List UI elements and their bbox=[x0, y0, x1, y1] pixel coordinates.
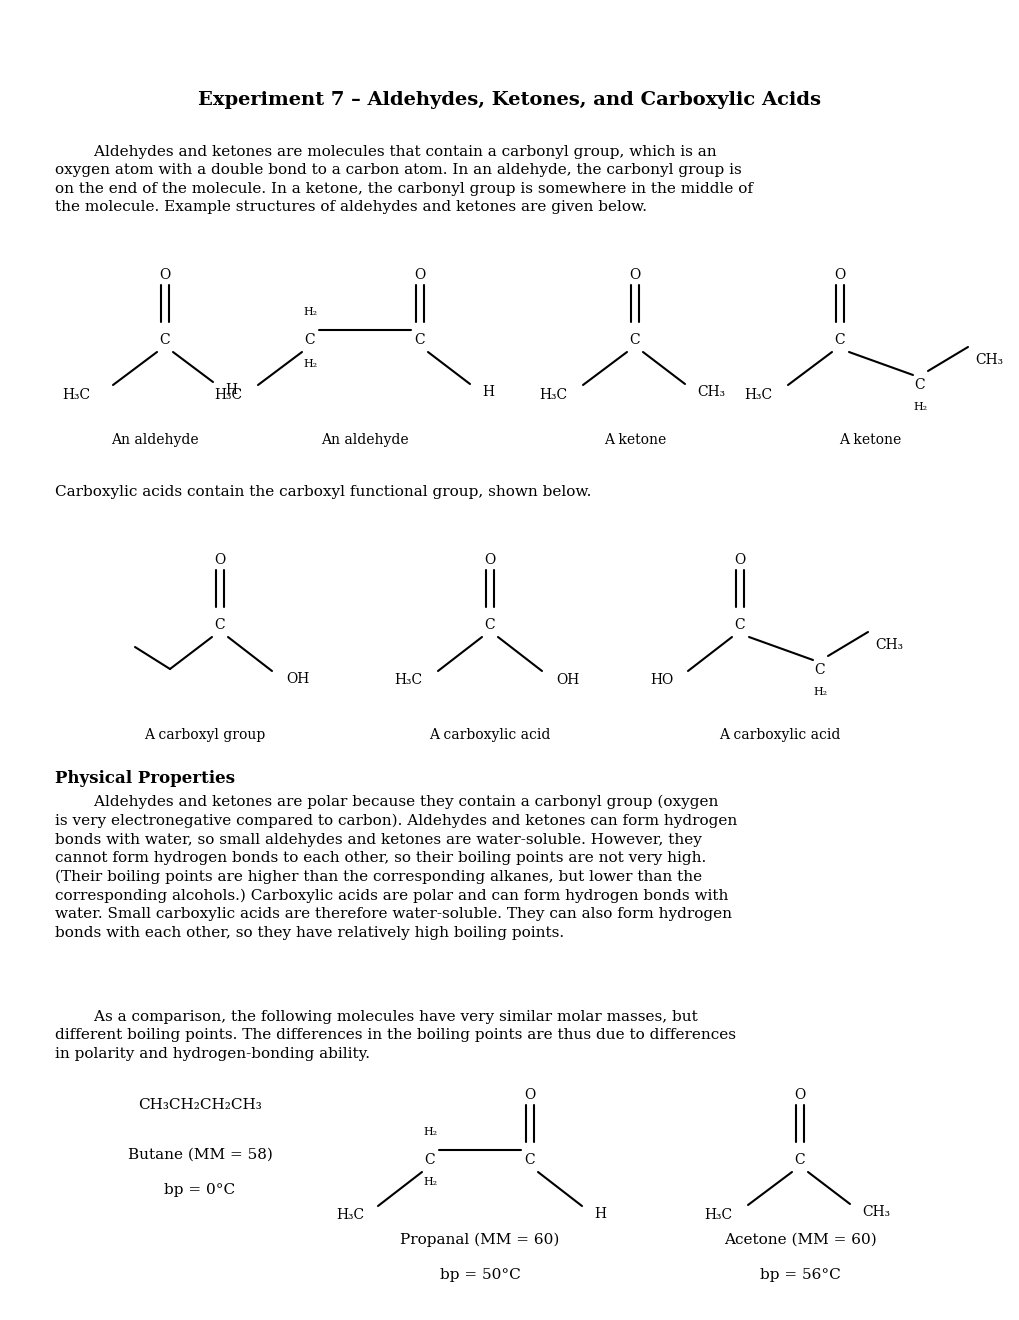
Text: H: H bbox=[225, 383, 236, 397]
Text: CH₃: CH₃ bbox=[874, 638, 902, 652]
Text: OH: OH bbox=[285, 672, 309, 686]
Text: A carboxyl group: A carboxyl group bbox=[145, 729, 265, 742]
Text: H₃C: H₃C bbox=[335, 1208, 364, 1222]
Text: O: O bbox=[414, 268, 425, 282]
Text: CH₃: CH₃ bbox=[696, 385, 725, 399]
Text: H₂: H₂ bbox=[303, 308, 317, 317]
Text: bp = 56°C: bp = 56°C bbox=[759, 1269, 840, 1282]
Text: Butane (MM = 58): Butane (MM = 58) bbox=[127, 1148, 272, 1162]
Text: CH₃: CH₃ bbox=[861, 1205, 890, 1218]
Text: H: H bbox=[593, 1206, 605, 1221]
Text: As a comparison, the following molecules have very similar molar masses, but
dif: As a comparison, the following molecules… bbox=[55, 1010, 736, 1061]
Text: HO: HO bbox=[650, 673, 674, 686]
Text: O: O bbox=[214, 553, 225, 568]
Text: OH: OH bbox=[555, 673, 579, 686]
Text: C: C bbox=[814, 663, 824, 677]
Text: O: O bbox=[629, 268, 640, 282]
Text: H₃C: H₃C bbox=[62, 388, 90, 403]
Text: H₂: H₂ bbox=[912, 403, 926, 412]
Text: C: C bbox=[160, 333, 170, 347]
Text: H₃C: H₃C bbox=[214, 388, 242, 403]
Text: A carboxylic acid: A carboxylic acid bbox=[429, 729, 550, 742]
Text: O: O bbox=[524, 1088, 535, 1102]
Text: CH₃CH₂CH₂CH₃: CH₃CH₂CH₂CH₃ bbox=[138, 1098, 262, 1111]
Text: A carboxylic acid: A carboxylic acid bbox=[718, 729, 840, 742]
Text: C: C bbox=[424, 1152, 435, 1167]
Text: C: C bbox=[734, 618, 745, 632]
Text: C: C bbox=[524, 1152, 535, 1167]
Text: bp = 0°C: bp = 0°C bbox=[164, 1183, 235, 1197]
Text: Propanal (MM = 60): Propanal (MM = 60) bbox=[399, 1233, 559, 1247]
Text: O: O bbox=[834, 268, 845, 282]
Text: C: C bbox=[629, 333, 640, 347]
Text: H₃C: H₃C bbox=[538, 388, 567, 403]
Text: Aldehydes and ketones are polar because they contain a carbonyl group (oxygen
is: Aldehydes and ketones are polar because … bbox=[55, 795, 737, 940]
Text: C: C bbox=[834, 333, 845, 347]
Text: C: C bbox=[794, 1152, 805, 1167]
Text: Experiment 7 – Aldehydes, Ketones, and Carboxylic Acids: Experiment 7 – Aldehydes, Ketones, and C… bbox=[199, 91, 820, 110]
Text: C: C bbox=[914, 378, 924, 392]
Text: O: O bbox=[734, 553, 745, 568]
Text: H₂: H₂ bbox=[423, 1127, 436, 1137]
Text: H₃C: H₃C bbox=[703, 1208, 732, 1222]
Text: H₂: H₂ bbox=[303, 359, 317, 370]
Text: C: C bbox=[415, 333, 425, 347]
Text: A ketone: A ketone bbox=[838, 433, 900, 447]
Text: Physical Properties: Physical Properties bbox=[55, 770, 234, 787]
Text: Aldehydes and ketones are molecules that contain a carbonyl group, which is an
o: Aldehydes and ketones are molecules that… bbox=[55, 145, 752, 214]
Text: H₂: H₂ bbox=[423, 1177, 436, 1187]
Text: H₃C: H₃C bbox=[393, 673, 422, 686]
Text: C: C bbox=[305, 333, 315, 347]
Text: H₃C: H₃C bbox=[743, 388, 771, 403]
Text: C: C bbox=[214, 618, 225, 632]
Text: Carboxylic acids contain the carboxyl functional group, shown below.: Carboxylic acids contain the carboxyl fu… bbox=[55, 484, 591, 499]
Text: O: O bbox=[484, 553, 495, 568]
Text: An aldehyde: An aldehyde bbox=[111, 433, 199, 447]
Text: Acetone (MM = 60): Acetone (MM = 60) bbox=[722, 1233, 875, 1247]
Text: A ketone: A ketone bbox=[603, 433, 665, 447]
Text: CH₃: CH₃ bbox=[974, 352, 1002, 367]
Text: bp = 50°C: bp = 50°C bbox=[439, 1269, 520, 1282]
Text: H: H bbox=[482, 385, 493, 399]
Text: O: O bbox=[794, 1088, 805, 1102]
Text: C: C bbox=[484, 618, 495, 632]
Text: H₂: H₂ bbox=[812, 686, 826, 697]
Text: O: O bbox=[159, 268, 170, 282]
Text: An aldehyde: An aldehyde bbox=[321, 433, 409, 447]
